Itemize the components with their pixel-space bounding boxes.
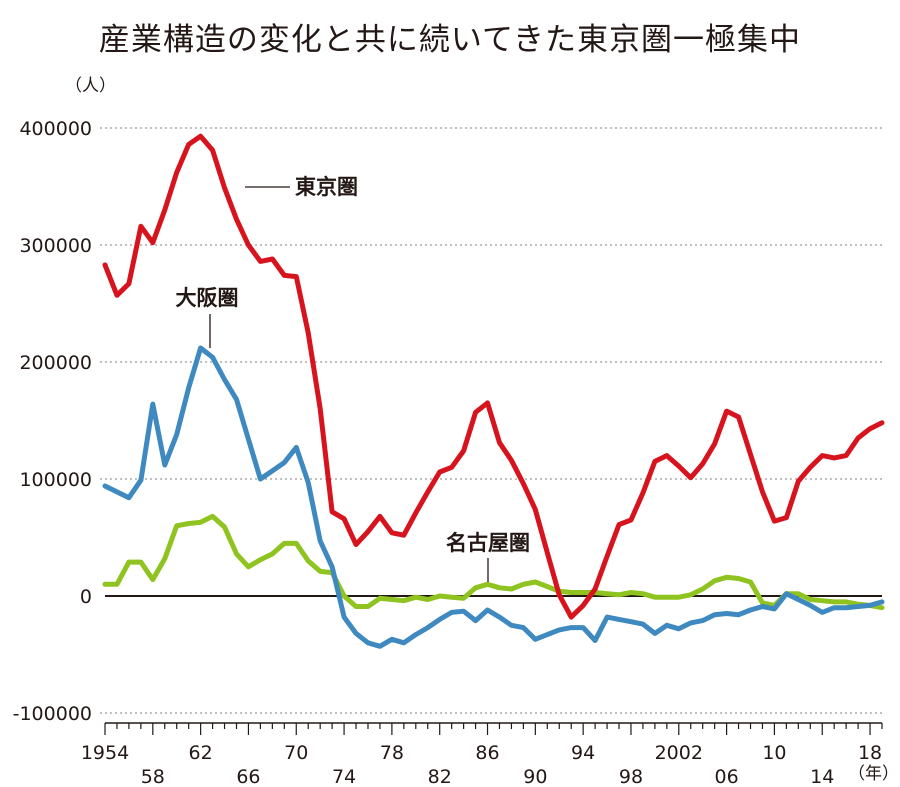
series-line [102, 513, 885, 611]
y-tick-label: -100000 [13, 703, 92, 725]
series-lines [102, 133, 885, 649]
series-line [102, 133, 885, 620]
chart-title: 産業構造の変化と共に続いてきた東京圏一極集中 [98, 22, 802, 58]
series-label: 名古屋圏 [446, 531, 530, 555]
x-tick-label: 66 [236, 766, 260, 787]
tick-labels: 400000 300000 200000 100000 0 -100000 1954 58 62… [13, 118, 883, 787]
y-tick-label: 200000 [19, 352, 92, 374]
y-tick-label: 300000 [19, 235, 92, 257]
x-tick-label: 18 [858, 742, 882, 764]
x-tick-label: 06 [715, 766, 739, 787]
x-tick-label: 90 [523, 766, 547, 787]
x-tick-label: 70 [284, 742, 308, 764]
x-tick-label: 10 [762, 742, 786, 764]
x-tick-label: 86 [475, 742, 499, 764]
y-tick-label: 100000 [19, 469, 92, 491]
x-tick-label: 1954 [81, 742, 129, 764]
y-axis-unit: （人） [65, 76, 116, 96]
y-tick-label: 400000 [19, 118, 92, 140]
x-tick-label: 98 [619, 766, 643, 787]
x-tick-label: 62 [189, 742, 213, 764]
axes [104, 595, 883, 735]
x-tick-label: 58 [141, 766, 165, 787]
series-label: 大阪圏 [176, 286, 239, 310]
y-tick-label: 0 [80, 586, 92, 608]
gridlines [100, 127, 882, 714]
x-tick-label: 82 [428, 766, 452, 787]
series-label: 東京圏 [295, 175, 358, 199]
x-axis-unit: （年） [848, 764, 899, 784]
series-line [102, 345, 885, 649]
x-tick-label: 74 [332, 766, 356, 787]
x-tick-label: 14 [810, 766, 834, 787]
x-tick-label: 2002 [655, 742, 703, 764]
x-tick-label: 94 [571, 742, 595, 764]
x-tick-label: 78 [380, 742, 404, 764]
